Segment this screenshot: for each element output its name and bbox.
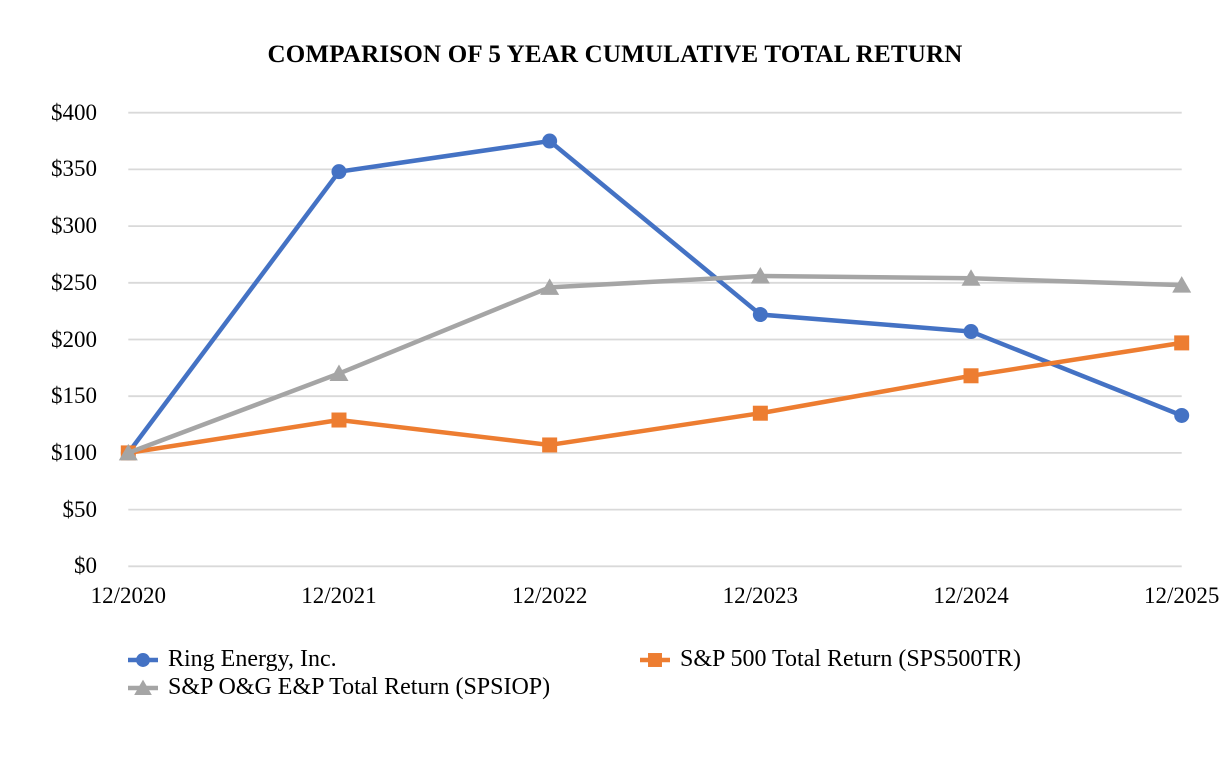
series-line-2 [126, 273, 1184, 456]
x-tick-label: 12/2021 [301, 583, 377, 608]
data-point [542, 437, 558, 453]
y-tick-label: $100 [51, 439, 97, 465]
data-point [752, 307, 768, 323]
x-tick-label: 12/2022 [511, 583, 588, 608]
data-point [1174, 407, 1190, 423]
data-point [331, 164, 347, 180]
circle-legend-icon [128, 652, 158, 667]
x-tick-label: 12/2024 [933, 583, 1009, 608]
data-point [963, 324, 979, 340]
data-point [1172, 276, 1192, 293]
y-tick-label: $250 [51, 269, 97, 295]
data-point [750, 266, 770, 284]
triangle-legend-icon [128, 679, 158, 695]
legend-label: S&P 500 Total Return (SPS500TR) [680, 646, 1022, 672]
data-point [963, 368, 979, 384]
legend-label: Ring Energy, Inc. [168, 646, 337, 672]
y-tick-label: $400 [51, 99, 97, 125]
circle-marker [136, 652, 150, 667]
y-tick-label: $200 [51, 326, 97, 352]
series-line-1 [126, 340, 1184, 456]
y-tick-label: $300 [51, 213, 97, 239]
y-tick-label: $0 [74, 553, 97, 579]
y-tick-label: $350 [51, 156, 97, 182]
legend-label: S&P O&G E&P Total Return (SPSIOP) [168, 674, 551, 700]
y-tick-label: $50 [62, 496, 98, 522]
data-point [118, 443, 138, 461]
data-point [540, 278, 560, 295]
triangle-marker [134, 679, 152, 695]
data-point [1174, 335, 1190, 351]
legend-item-1: S&P 500 Total Return (SPS500TR) [640, 646, 1021, 673]
data-point [329, 364, 349, 382]
square-marker [648, 652, 662, 667]
legend-item-0: Ring Energy, Inc. [128, 646, 337, 673]
data-point [542, 133, 558, 149]
data-point [331, 412, 347, 428]
chart-title: COMPARISON OF 5 YEAR CUMULATIVE TOTAL RE… [267, 41, 963, 68]
y-tick-label: $150 [51, 383, 97, 409]
data-point [961, 269, 981, 286]
square-legend-icon [640, 652, 670, 667]
series-line-0 [126, 138, 1184, 456]
x-tick-label: 12/2020 [90, 583, 166, 608]
legend-item-2: S&P O&G E&P Total Return (SPSIOP) [128, 674, 550, 701]
x-tick-label: 12/2023 [722, 583, 799, 608]
data-point [752, 405, 768, 421]
x-tick-label: 12/2025 [1143, 583, 1220, 608]
